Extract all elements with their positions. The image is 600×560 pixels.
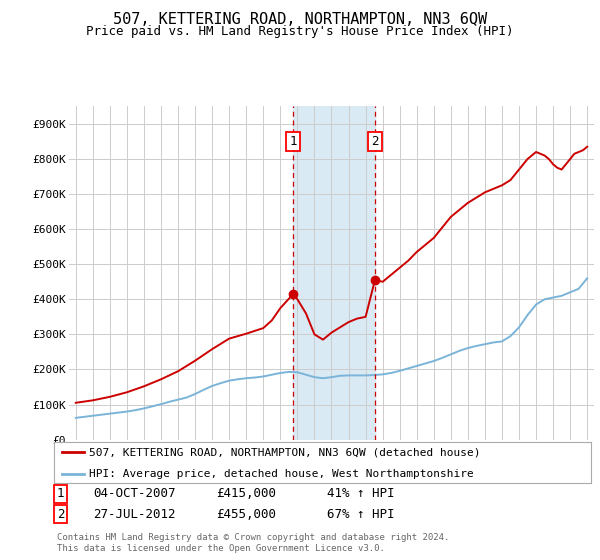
Bar (293, 106, 375, 440)
Text: Contains HM Land Registry data © Crown copyright and database right 2024.
This d: Contains HM Land Registry data © Crown c… (57, 533, 449, 553)
Text: 04-OCT-2007: 04-OCT-2007 (93, 487, 176, 501)
Text: 507, KETTERING ROAD, NORTHAMPTON, NN3 6QW: 507, KETTERING ROAD, NORTHAMPTON, NN3 6Q… (113, 12, 487, 27)
Text: 41% ↑ HPI: 41% ↑ HPI (327, 487, 395, 501)
Text: 2: 2 (371, 135, 379, 148)
Text: 1: 1 (57, 487, 65, 501)
Text: 507, KETTERING ROAD, NORTHAMPTON, NN3 6QW (detached house): 507, KETTERING ROAD, NORTHAMPTON, NN3 6Q… (89, 447, 481, 458)
Text: Price paid vs. HM Land Registry's House Price Index (HPI): Price paid vs. HM Land Registry's House … (86, 25, 514, 38)
Text: £455,000: £455,000 (216, 507, 276, 521)
Text: £415,000: £415,000 (216, 487, 276, 501)
Text: 67% ↑ HPI: 67% ↑ HPI (327, 507, 395, 521)
Text: 1: 1 (289, 135, 297, 148)
Text: HPI: Average price, detached house, West Northamptonshire: HPI: Average price, detached house, West… (89, 469, 473, 479)
Text: 27-JUL-2012: 27-JUL-2012 (93, 507, 176, 521)
Text: 2: 2 (57, 507, 65, 521)
